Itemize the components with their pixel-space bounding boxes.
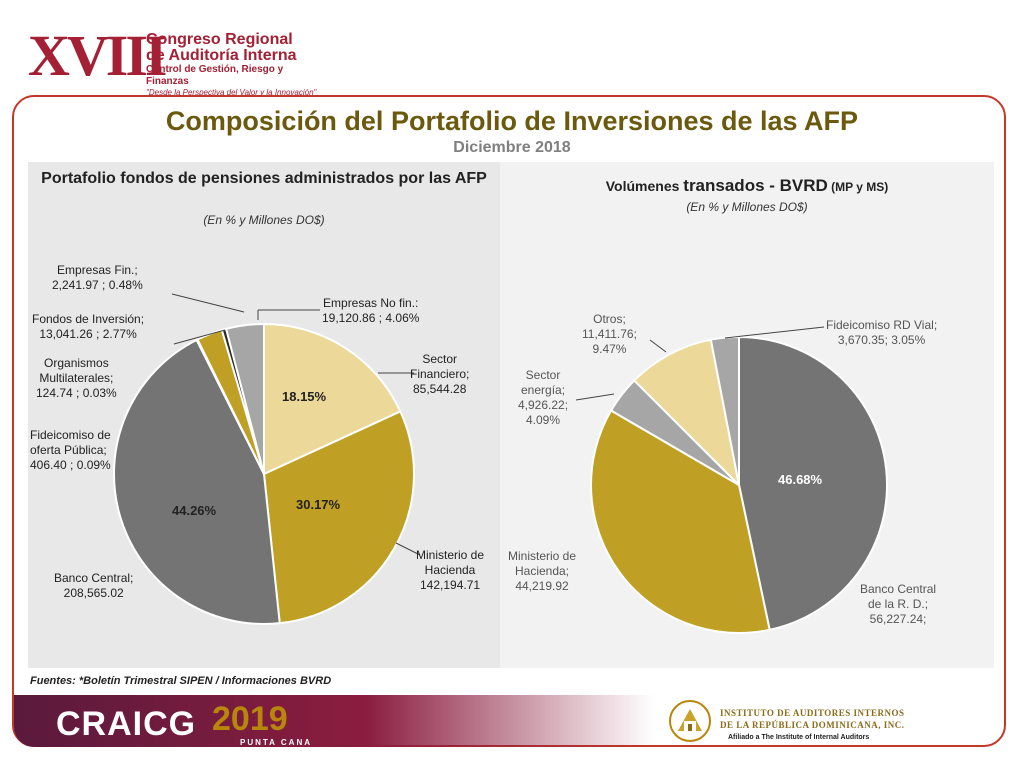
label-ministerio-name2: Hacienda [424,563,476,577]
right-pie-slice-fideicomiso-rd-vial [709,335,740,486]
logo-text: Congreso Regional de Auditoría Interna C… [146,32,318,98]
pct-label-banco-central: 44.26% [172,503,217,518]
congress-logo: XVIII Congreso Regional de Auditoría Int… [28,23,318,98]
label-organismos: Organismos Multilaterales; 124.74 ; 0.03… [36,356,117,401]
label-sector-fin-name2: Financiero; [410,367,470,381]
label-fideicomiso-value: 406.40 ; 0.09% [30,458,111,472]
pct-label-sector-fin: 18.15% [282,389,327,404]
label-sector-financiero: Sector Financiero; 85,544.28 [410,352,469,397]
logo-line-1: Congreso Regional [146,31,293,48]
logo-line-2: de Auditoría Interna [146,47,297,64]
right-chart-title-small: (MP y MS) [827,180,889,194]
institute-name-line2: DE LA REPÚBLICA DOMINICANA, INC. [720,720,905,730]
label-sector-fin-value: 85,544.28 [412,382,467,396]
label-empresas-no-fin: Empresas No fin.: 19,120.86 ; 4.06% [322,296,419,326]
sources-note: Fuentes: *Boletín Trimestral SIPEN / Inf… [30,675,332,687]
left-pie-slice-empresas-no-fin [224,322,265,475]
right-chart-subtitle: (En % y Millones DO$) [686,200,808,214]
label-ministerio-hacienda: Ministerio de Hacienda 142,194.71 [416,548,484,593]
label-energia-name2: energía; [521,383,566,397]
label-banco-value: 208,565.02 [63,586,124,600]
slide-title: Composición del Portafolio de Inversione… [165,106,859,136]
label-organismos-name2: Multilaterales; [39,371,114,385]
footer-band [14,695,654,747]
label-sector-energia: Sector energía; 4,926.22; 4.09% [518,368,568,428]
label-ministerio-value: 142,194.71 [419,578,481,592]
label-empresas-fin-value: 2,241.97 ; 0.48% [52,278,143,292]
leader-empresas-fin [171,293,245,313]
left-pie-slice-ministerio-de-hacienda [262,410,415,625]
label-energia-pct: 4.09% [526,413,561,427]
pct-label-ministerio: 30.17% [296,497,341,512]
left-chart-title: Portafolio fondos de pensiones administr… [41,170,487,187]
logo-roman-numeral: XVIII [28,23,167,88]
label-fideicomiso-vial-value: 3,670.35; 3.05% [837,333,926,347]
label-banco-rd-name2: de la R. D.; [868,597,929,611]
label-organismos-name1: Organismos [44,356,109,370]
label-fideicomiso: Fideicomiso de oferta Pública; 406.40 ; … [30,428,111,473]
label-sector-fin-name1: Sector [422,352,458,366]
label-energia-name1: Sector [525,368,561,382]
left-pie-slice-banco-central [113,338,281,625]
label-min-bvrd-name2: Hacienda; [514,564,570,578]
institute-logo-icon [669,700,711,742]
label-organismos-value: 124.74 ; 0.03% [36,386,117,400]
logo-line-3: Control de Gestión, Riesgo y Finanzas [146,64,284,87]
leader-sector-energia [575,393,615,401]
label-otros-name: Otros; [593,312,626,326]
label-min-bvrd-value: 44,219.92 [515,579,569,593]
right-pie [590,335,888,634]
label-banco-name: Banco Central; [54,571,134,585]
craicg-year: 2019 [212,700,288,738]
left-chart-subtitle: (En % y Millones DO$) [203,213,325,227]
label-otros-pct: 9.47% [592,342,627,356]
right-chart-title: Volúmenes transados - BVRD (MP y MS) [505,176,989,196]
right-pie-slice-ministerio-de-hacienda [590,409,771,634]
label-otros: Otros; 11,411.76; 9.47% [582,312,637,357]
label-banco-rd-name1: Banco Central [860,582,937,596]
label-empresas-fin-name: Empresas Fin.; [57,263,138,277]
craicg-city: PUNTA CANA [240,738,312,747]
slide-subtitle: Diciembre 2018 [453,139,571,156]
leader-lines [171,293,825,556]
pct-label-banco-central-rd: 46.68% [778,472,823,487]
label-fideicomiso-vial-name: Fideicomiso RD Vial; [826,318,938,332]
left-pie [113,322,415,625]
label-banco-central-rd: Banco Central de la R. D.; 56,227.24; [860,582,936,627]
label-fondos-name: Fondos de Inversión; [32,312,145,326]
leader-fideicomiso-vial [724,326,825,339]
right-chart-title-big: transados - BVRD [683,176,828,195]
label-empresas-no-fin-name: Empresas No fin.: [323,296,419,310]
label-fideicomiso-rd-vial: Fideicomiso RD Vial; 3,670.35; 3.05% [826,318,937,348]
label-ministerio-hacienda-bvrd: Ministerio de Hacienda; 44,219.92 [508,549,576,594]
leader-ministerio [395,542,421,556]
label-fideicomiso-name2: oferta Pública; [30,443,107,457]
label-fideicomiso-name1: Fideicomiso de [30,428,111,442]
craicg-logo-text: CRAICG [56,705,197,743]
right-pie-slice-banco-central-de-la-r-d [738,335,888,631]
left-pie-slice-sector-financiero [263,322,402,476]
label-ministerio-name1: Ministerio de [416,548,485,562]
label-otros-value: 11,411.76; [582,327,637,341]
label-fondos-value: 13,041.26 ; 2.77% [39,327,137,341]
label-fondos-inversion: Fondos de Inversión; 13,041.26 ; 2.77% [32,312,144,342]
label-empresas-fin: Empresas Fin.; 2,241.97 ; 0.48% [52,263,143,293]
right-chart-title-main: Volúmenes [605,178,684,194]
logo-line-4: "Desde la Perspectiva del Valor y la Inn… [146,88,317,97]
institute-name-line1: INSTITUTO DE AUDITORES INTERNOS [720,708,905,718]
right-pie-slice-otros [632,338,741,489]
label-energia-value: 4,926.22; [518,398,569,412]
leader-otros [649,339,667,353]
label-banco-central: Banco Central; 208,565.02 [54,571,133,601]
label-min-bvrd-name1: Ministerio de [508,549,577,563]
label-banco-rd-value: 56,227.24; [869,612,927,626]
label-empresas-no-fin-value: 19,120.86 ; 4.06% [322,311,420,325]
institute-affiliation: Afiliado a The Institute of Internal Aud… [728,734,870,741]
leader-fondos [173,329,226,345]
